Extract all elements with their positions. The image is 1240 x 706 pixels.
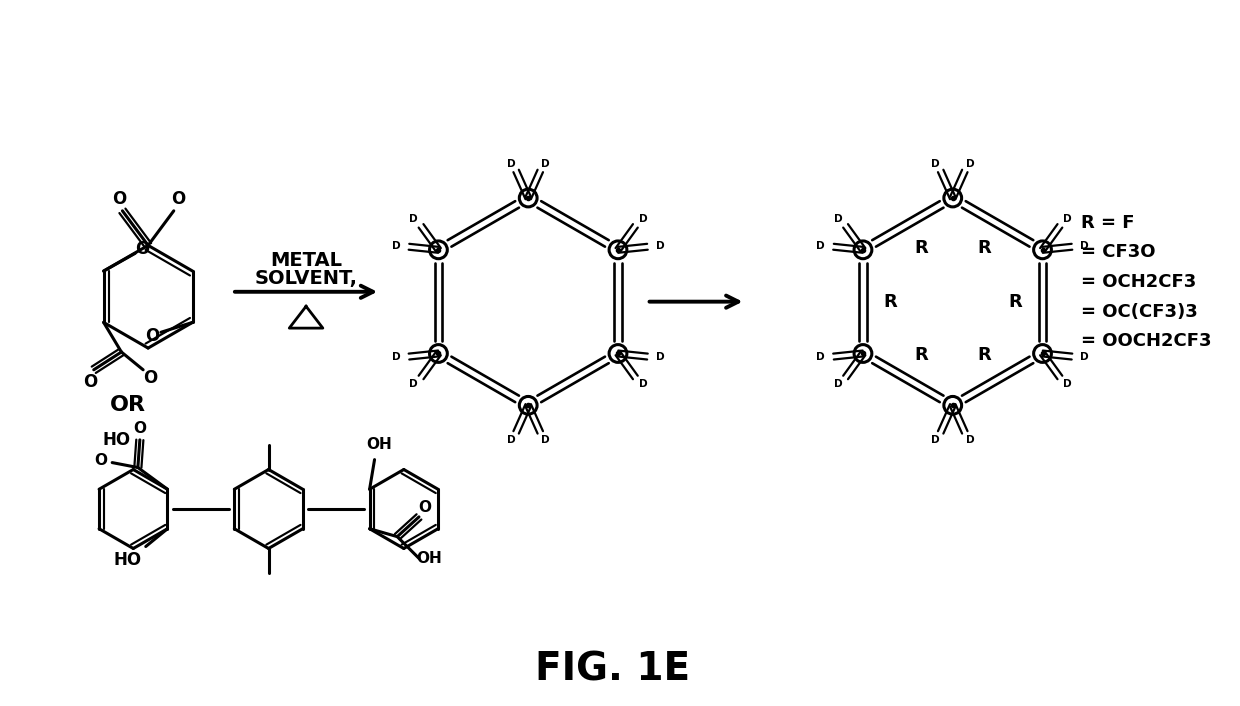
Text: D: D (816, 352, 825, 362)
Text: METAL: METAL (270, 251, 342, 270)
Text: D: D (639, 379, 647, 389)
Text: O: O (135, 240, 149, 258)
Text: D: D (833, 379, 842, 389)
Text: D: D (966, 159, 975, 169)
Text: = OOCH2CF3: = OOCH2CF3 (1081, 332, 1211, 350)
Text: R: R (915, 239, 929, 257)
Text: O: O (94, 453, 107, 468)
Text: D: D (639, 215, 647, 225)
Text: = OC(CF3)3: = OC(CF3)3 (1081, 303, 1198, 321)
Text: D: D (1063, 379, 1071, 389)
Text: R: R (977, 347, 991, 364)
Text: D: D (1080, 241, 1089, 251)
Text: D: D (541, 159, 549, 169)
Text: O: O (145, 327, 159, 345)
Text: HO: HO (102, 431, 130, 449)
Text: D: D (833, 215, 842, 225)
Text: R: R (977, 239, 991, 257)
Text: O: O (134, 421, 146, 436)
Text: R = F: R = F (1081, 214, 1135, 232)
Text: OR: OR (110, 395, 146, 415)
Text: D: D (541, 435, 549, 445)
Text: R: R (915, 347, 929, 364)
Text: D: D (816, 241, 825, 251)
Text: = CF3O: = CF3O (1081, 244, 1156, 261)
Text: D: D (1063, 215, 1071, 225)
Text: D: D (392, 352, 401, 362)
Text: O: O (171, 190, 186, 208)
Text: O: O (113, 190, 126, 208)
Text: D: D (507, 435, 515, 445)
Text: O: O (418, 500, 432, 515)
Text: O: O (83, 373, 97, 390)
Text: FIG. 1E: FIG. 1E (534, 651, 689, 689)
Text: SOLVENT,: SOLVENT, (254, 269, 357, 288)
Text: D: D (931, 159, 940, 169)
Text: O: O (143, 369, 157, 387)
Text: D: D (656, 352, 665, 362)
Text: D: D (966, 435, 975, 445)
Text: D: D (507, 159, 515, 169)
Text: D: D (409, 215, 418, 225)
Text: HO: HO (114, 551, 143, 569)
Text: OH: OH (415, 551, 441, 566)
Text: OH: OH (367, 437, 392, 453)
Text: D: D (392, 241, 401, 251)
Text: R: R (884, 293, 898, 311)
Text: = OCH2CF3: = OCH2CF3 (1081, 273, 1197, 291)
Text: R: R (1008, 293, 1022, 311)
Text: D: D (409, 379, 418, 389)
Text: D: D (1080, 352, 1089, 362)
Text: D: D (656, 241, 665, 251)
Text: D: D (931, 435, 940, 445)
